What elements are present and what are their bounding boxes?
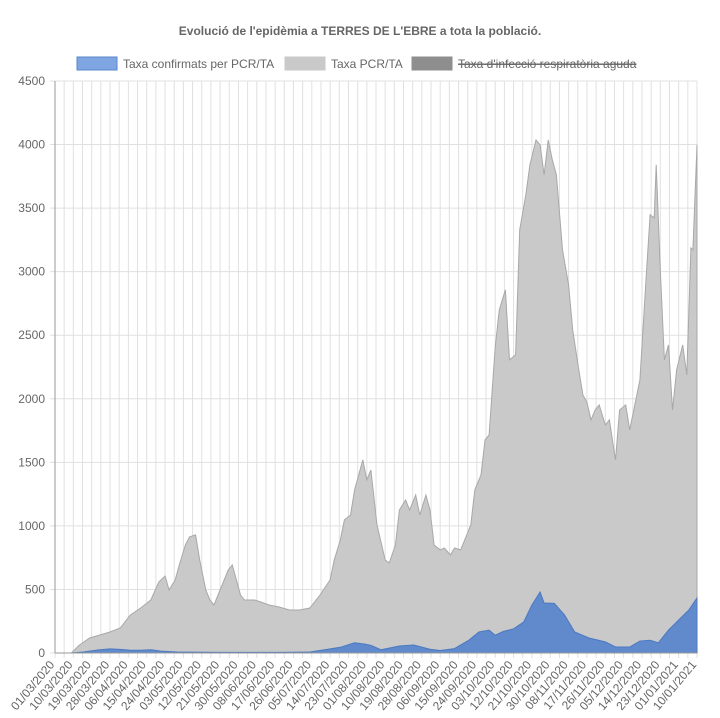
y-tick-label: 3500 xyxy=(18,201,45,215)
legend-swatch xyxy=(76,56,118,71)
y-tick-label: 500 xyxy=(25,582,45,596)
y-tick-label: 4000 xyxy=(18,138,45,152)
legend-item[interactable]: Taxa d'infecció respiratòria aguda xyxy=(411,56,637,71)
legend-label: Taxa confirmats per PCR/TA xyxy=(123,57,274,71)
legend-swatch xyxy=(411,56,453,71)
axes: 05001000150020002500300035004000450001/0… xyxy=(8,74,700,713)
y-tick-label: 1500 xyxy=(18,455,45,469)
chart-title: Evolució de l'epidèmia a TERRES DE L'EBR… xyxy=(179,24,541,38)
series-areas xyxy=(55,138,698,654)
y-tick-label: 4500 xyxy=(18,74,45,88)
y-tick-label: 3000 xyxy=(18,265,45,279)
legend-item[interactable]: Taxa PCR/TA xyxy=(284,56,403,71)
y-tick-label: 1000 xyxy=(18,519,45,533)
y-tick-label: 2000 xyxy=(18,392,45,406)
series-0 xyxy=(55,590,698,654)
legend-label: Taxa PCR/TA xyxy=(331,57,403,71)
series-area xyxy=(55,590,698,654)
y-tick-label: 2500 xyxy=(18,328,45,342)
legend-swatch xyxy=(284,56,326,71)
series-area xyxy=(55,138,698,654)
legend-item[interactable]: Taxa confirmats per PCR/TA xyxy=(76,56,274,71)
series-1 xyxy=(55,138,698,654)
y-tick-label: 0 xyxy=(38,646,45,660)
legend: Taxa confirmats per PCR/TA Taxa PCR/TA Tax… xyxy=(76,56,637,71)
